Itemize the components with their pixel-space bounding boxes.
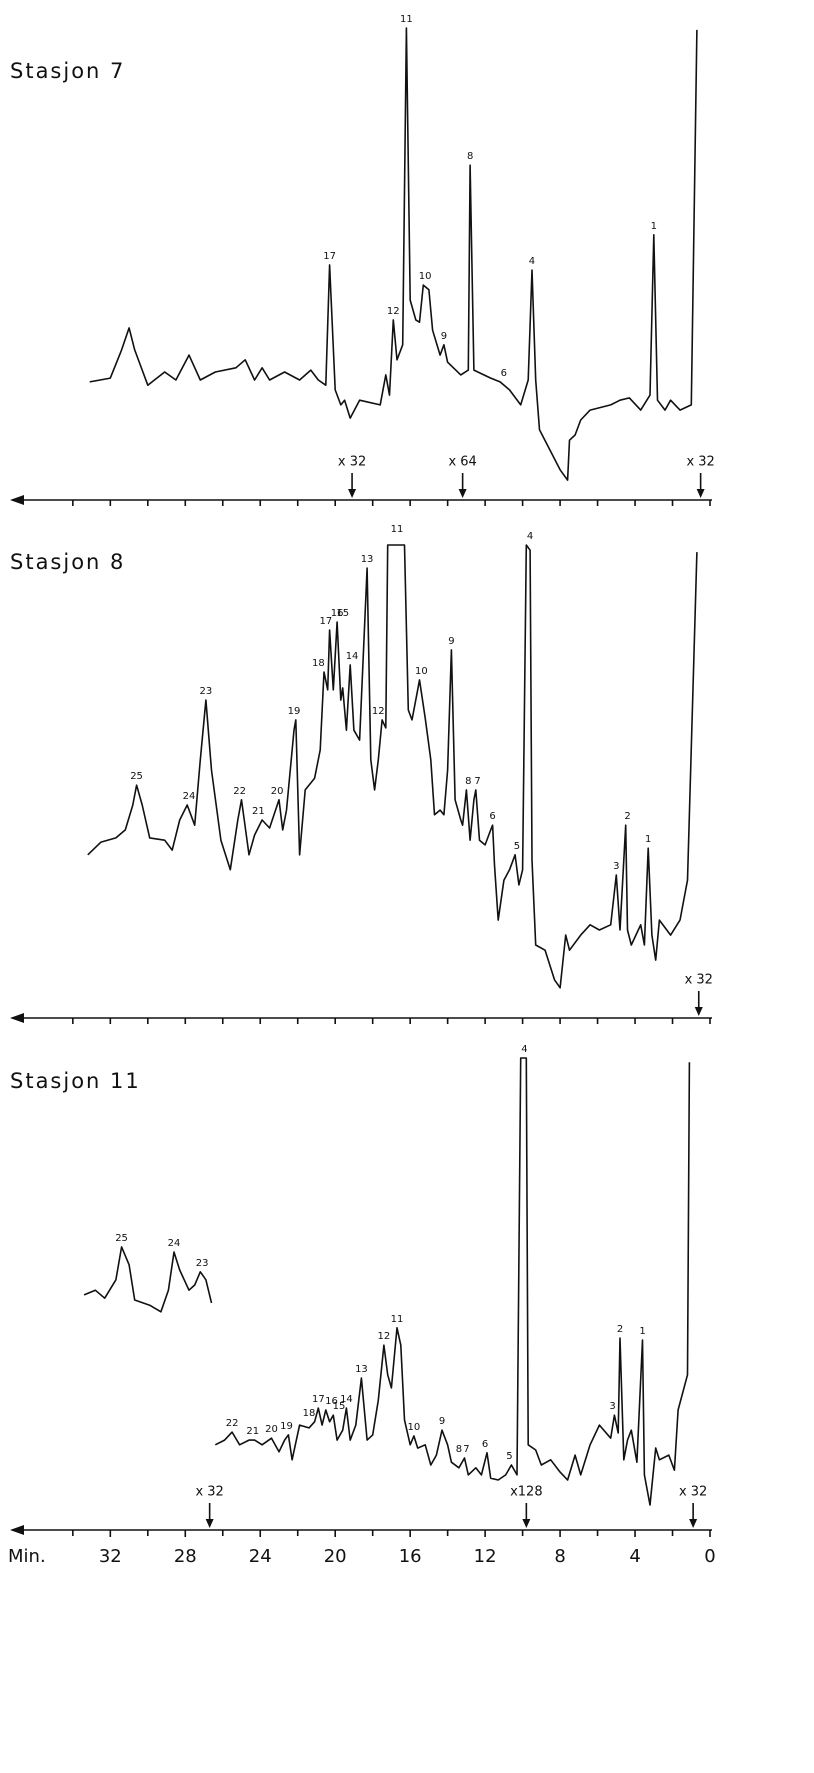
peak-label: 9 <box>448 636 454 647</box>
gain-arrowhead <box>205 1519 214 1528</box>
peak-label: 17 <box>323 251 336 262</box>
peak-label: 23 <box>196 1258 209 1269</box>
peak-label: 19 <box>288 706 301 717</box>
gain-label: x 32 <box>195 1485 223 1500</box>
peak-label: 10 <box>419 271 432 282</box>
x-tick-label: 4 <box>629 1546 640 1567</box>
peak-label: 20 <box>265 1424 278 1435</box>
x-tick-label: 8 <box>554 1546 565 1567</box>
chart-title: Stasjon 11 <box>10 1069 141 1093</box>
axis-arrow <box>10 1525 24 1535</box>
trace <box>89 27 698 481</box>
peak-label: 1 <box>651 221 657 232</box>
peak-label: 1 <box>645 834 651 845</box>
peak-label: 15 <box>333 1401 346 1412</box>
peak-label: 16 <box>331 608 344 619</box>
peak-label: 8 <box>465 776 471 787</box>
peak-label: 3 <box>609 1401 615 1412</box>
chart-panel: Stasjon 82524232221201918171615141312111… <box>10 524 713 1024</box>
peak-label: 10 <box>415 666 428 677</box>
peak-label: 24 <box>183 791 196 802</box>
gain-label: x 32 <box>679 1485 707 1500</box>
peak-label: 6 <box>489 811 495 822</box>
peak-label: 4 <box>529 256 535 267</box>
gain-arrowhead <box>689 1519 698 1528</box>
chart-title: Stasjon 7 <box>10 59 125 83</box>
trace <box>83 1246 213 1313</box>
peak-label: 2 <box>624 811 630 822</box>
gain-arrowhead <box>458 489 467 498</box>
peak-label: 8 <box>467 151 473 162</box>
peak-label: 6 <box>482 1439 488 1450</box>
peak-label: 11 <box>400 14 413 25</box>
peak-label: 12 <box>372 706 385 717</box>
x-tick-label: 24 <box>249 1546 272 1567</box>
peak-label: 22 <box>233 786 246 797</box>
axis-arrow <box>10 495 24 505</box>
gain-label: x 32 <box>338 455 366 470</box>
peak-label: 21 <box>252 806 265 817</box>
x-tick-label: 20 <box>324 1546 347 1567</box>
peak-label: 7 <box>463 1444 469 1455</box>
chart-title: Stasjon 8 <box>10 550 125 574</box>
gain-arrowhead <box>696 489 705 498</box>
peak-label: 18 <box>312 658 325 669</box>
peak-label: 14 <box>340 1394 353 1405</box>
peak-label: 22 <box>226 1418 239 1429</box>
peak-label: 23 <box>200 686 213 697</box>
peak-label: 13 <box>355 1364 368 1375</box>
x-tick-label: 28 <box>174 1546 197 1567</box>
peak-label: 19 <box>280 1421 293 1432</box>
peak-label: 25 <box>115 1233 128 1244</box>
peak-label: 14 <box>346 651 359 662</box>
peak-label: 9 <box>439 1416 445 1427</box>
x-tick-label: 12 <box>474 1546 497 1567</box>
peak-label: 8 <box>456 1444 462 1455</box>
peak-label: 15 <box>336 608 349 619</box>
gain-label: x 64 <box>448 455 476 470</box>
peak-label: 21 <box>246 1426 259 1437</box>
peak-label: 25 <box>130 771 143 782</box>
peak-label: 18 <box>303 1408 316 1419</box>
x-tick-label: 16 <box>399 1546 422 1567</box>
peak-label: 12 <box>387 306 400 317</box>
peak-label: 17 <box>319 616 332 627</box>
peak-label: 5 <box>506 1451 512 1462</box>
peak-label: 4 <box>527 531 533 542</box>
x-tick-label: 0 <box>704 1546 715 1567</box>
gain-label: x128 <box>510 1485 543 1500</box>
peak-label: 10 <box>408 1422 421 1433</box>
chart-panel: Stasjon 7 17 12 11 10 9 8 6 4 1 x 32 x 64 x 32 <box>10 14 715 506</box>
peak-label: 4 <box>521 1044 527 1055</box>
peak-label: 16 <box>325 1396 338 1407</box>
peak-label: 17 <box>312 1394 325 1405</box>
peak-label: 2 <box>617 1324 623 1335</box>
peak-label: 24 <box>168 1238 181 1249</box>
peak-label: 3 <box>613 861 619 872</box>
peak-label: 6 <box>501 368 507 379</box>
peak-label: 12 <box>378 1331 391 1342</box>
peak-label: 1 <box>639 1326 645 1337</box>
peak-label: 20 <box>271 786 284 797</box>
trace <box>87 544 698 989</box>
gain-label: x 32 <box>686 455 714 470</box>
peak-label: 7 <box>474 776 480 787</box>
gain-label: x 32 <box>685 973 713 988</box>
trace <box>214 1057 691 1506</box>
peak-label: 11 <box>391 524 404 535</box>
peak-label: 11 <box>391 1314 404 1325</box>
axis-arrow <box>10 1013 24 1023</box>
gain-arrowhead <box>348 489 357 498</box>
peak-label: 5 <box>514 841 520 852</box>
gain-arrowhead <box>522 1519 531 1528</box>
peak-label: 13 <box>361 554 374 565</box>
x-tick-label: 32 <box>99 1546 122 1567</box>
x-axis-label: Min. <box>8 1546 46 1567</box>
gain-arrowhead <box>694 1007 703 1016</box>
peak-label: 9 <box>441 331 447 342</box>
